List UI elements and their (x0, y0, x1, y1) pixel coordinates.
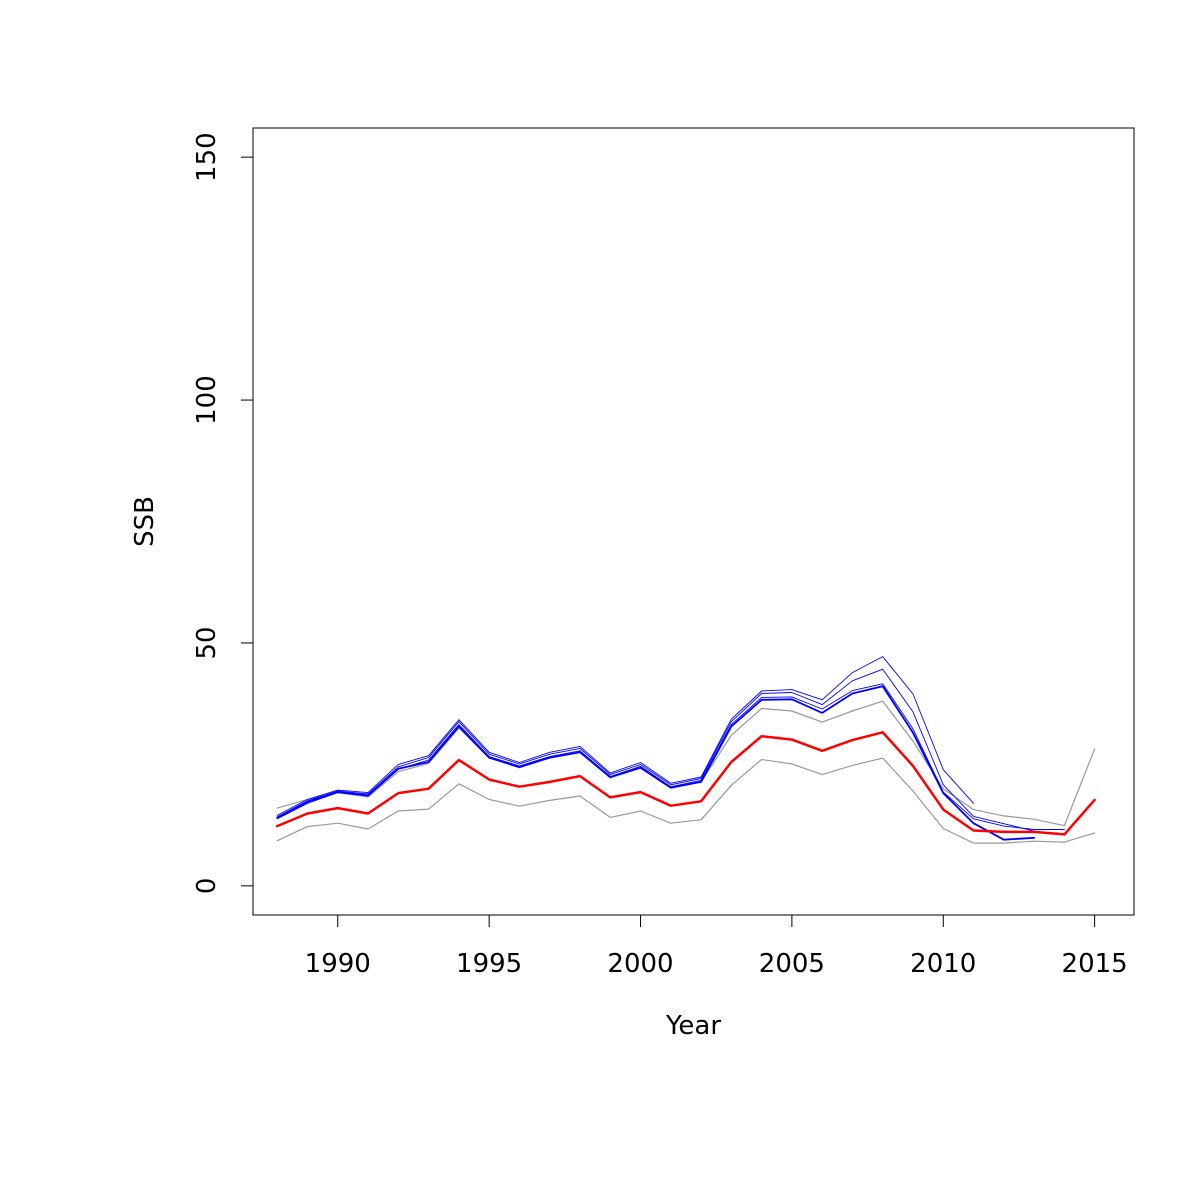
y-axis: 0 50 100 150 (192, 132, 254, 895)
ci_upper-line (276, 700, 1096, 827)
plot-frame (252, 127, 1135, 916)
y-tick-label: 100 (192, 375, 222, 425)
x-axis-title: Year (665, 1011, 721, 1041)
x-tick-label: 2010 (910, 949, 976, 979)
y-axis-title: SSB (130, 496, 160, 547)
retro-line (276, 656, 974, 816)
x-tick-label: 2005 (759, 949, 825, 979)
ci_lower-line (276, 757, 1096, 844)
retro-line (276, 683, 1065, 830)
y-tick-label: 150 (192, 132, 222, 182)
x-axis: 1990 1995 2000 2005 2010 2015 (305, 914, 1128, 979)
retro-line (276, 685, 1035, 841)
x-tick-label: 2015 (1062, 949, 1128, 979)
series-layer (275, 656, 1096, 844)
y-tick-label: 50 (192, 626, 222, 659)
y-tick-label: 0 (192, 878, 222, 895)
x-tick-label: 1995 (456, 949, 522, 979)
x-tick-label: 1990 (305, 949, 371, 979)
x-tick-label: 2000 (607, 949, 673, 979)
main-line (275, 731, 1096, 836)
retro-line (276, 668, 1035, 832)
